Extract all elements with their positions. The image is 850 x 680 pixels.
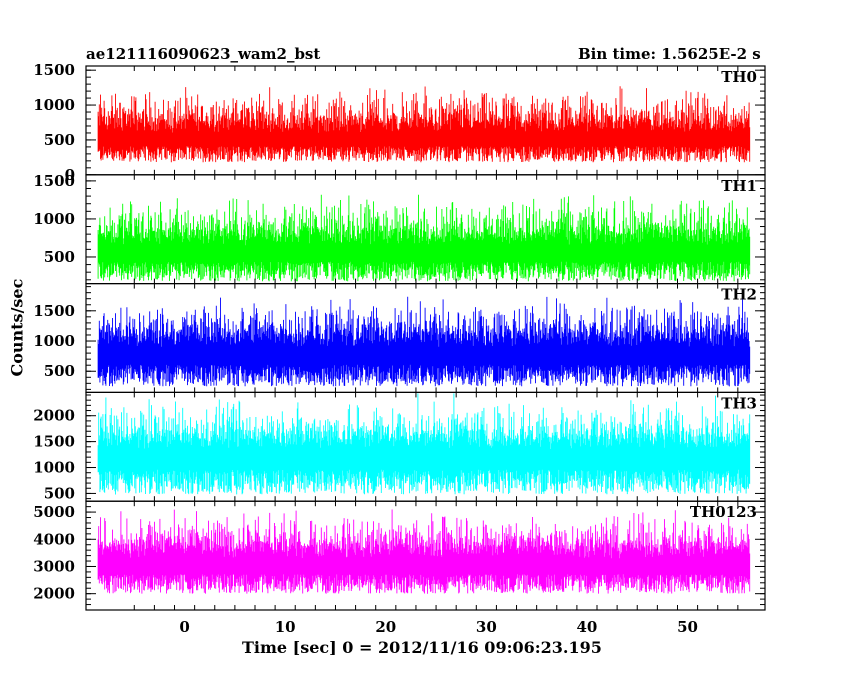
- panel-label-th3: TH3: [721, 394, 757, 412]
- panel-label-th0123: TH0123: [690, 503, 757, 521]
- x-tick-label: 20: [375, 618, 396, 636]
- y-tick-label: 2000: [33, 585, 75, 603]
- y-tick-label: 500: [44, 131, 75, 149]
- y-tick-label: 1000: [33, 96, 75, 114]
- x-tick-label: 30: [476, 618, 497, 636]
- y-tick-label: 1500: [33, 61, 75, 79]
- series-th0123: [97, 509, 751, 594]
- series-th2: [97, 296, 751, 387]
- y-tick-label: 3000: [33, 557, 75, 575]
- panel-label-th2: TH2: [721, 286, 757, 304]
- panel-label-th0: TH0: [721, 68, 757, 86]
- y-tick-label: 1500: [33, 172, 75, 190]
- x-axis-label: Time [sec] 0 = 2012/11/16 09:06:23.195: [242, 638, 602, 657]
- y-tick-label: 1500: [33, 302, 75, 320]
- panel-label-th1: TH1: [721, 177, 757, 195]
- y-tick-label: 4000: [33, 530, 75, 548]
- series-th0: [97, 86, 751, 163]
- series-th3: [97, 393, 751, 495]
- x-tick-label: 50: [677, 618, 698, 636]
- y-tick-label: 1500: [33, 433, 75, 451]
- bin-time-label: Bin time: 1.5625E-2 s: [578, 45, 761, 63]
- y-tick-label: 1000: [33, 210, 75, 228]
- chart-title: ae121116090623_wam2_bst: [86, 45, 321, 63]
- y-tick-label: 2000: [33, 407, 75, 425]
- y-tick-label: 500: [44, 484, 75, 502]
- y-tick-label: 0: [65, 166, 75, 184]
- y-tick-label: 500: [44, 362, 75, 380]
- x-tick-label: 0: [179, 618, 189, 636]
- y-tick-label: 500: [44, 248, 75, 266]
- y-axis-label: Counts/sec: [7, 278, 27, 377]
- y-tick-label: 5000: [33, 503, 75, 521]
- x-tick-label: 40: [577, 618, 598, 636]
- x-tick-label: 10: [275, 618, 296, 636]
- y-tick-label: 1000: [33, 332, 75, 350]
- series-th1: [97, 194, 751, 282]
- y-tick-label: 1000: [33, 459, 75, 477]
